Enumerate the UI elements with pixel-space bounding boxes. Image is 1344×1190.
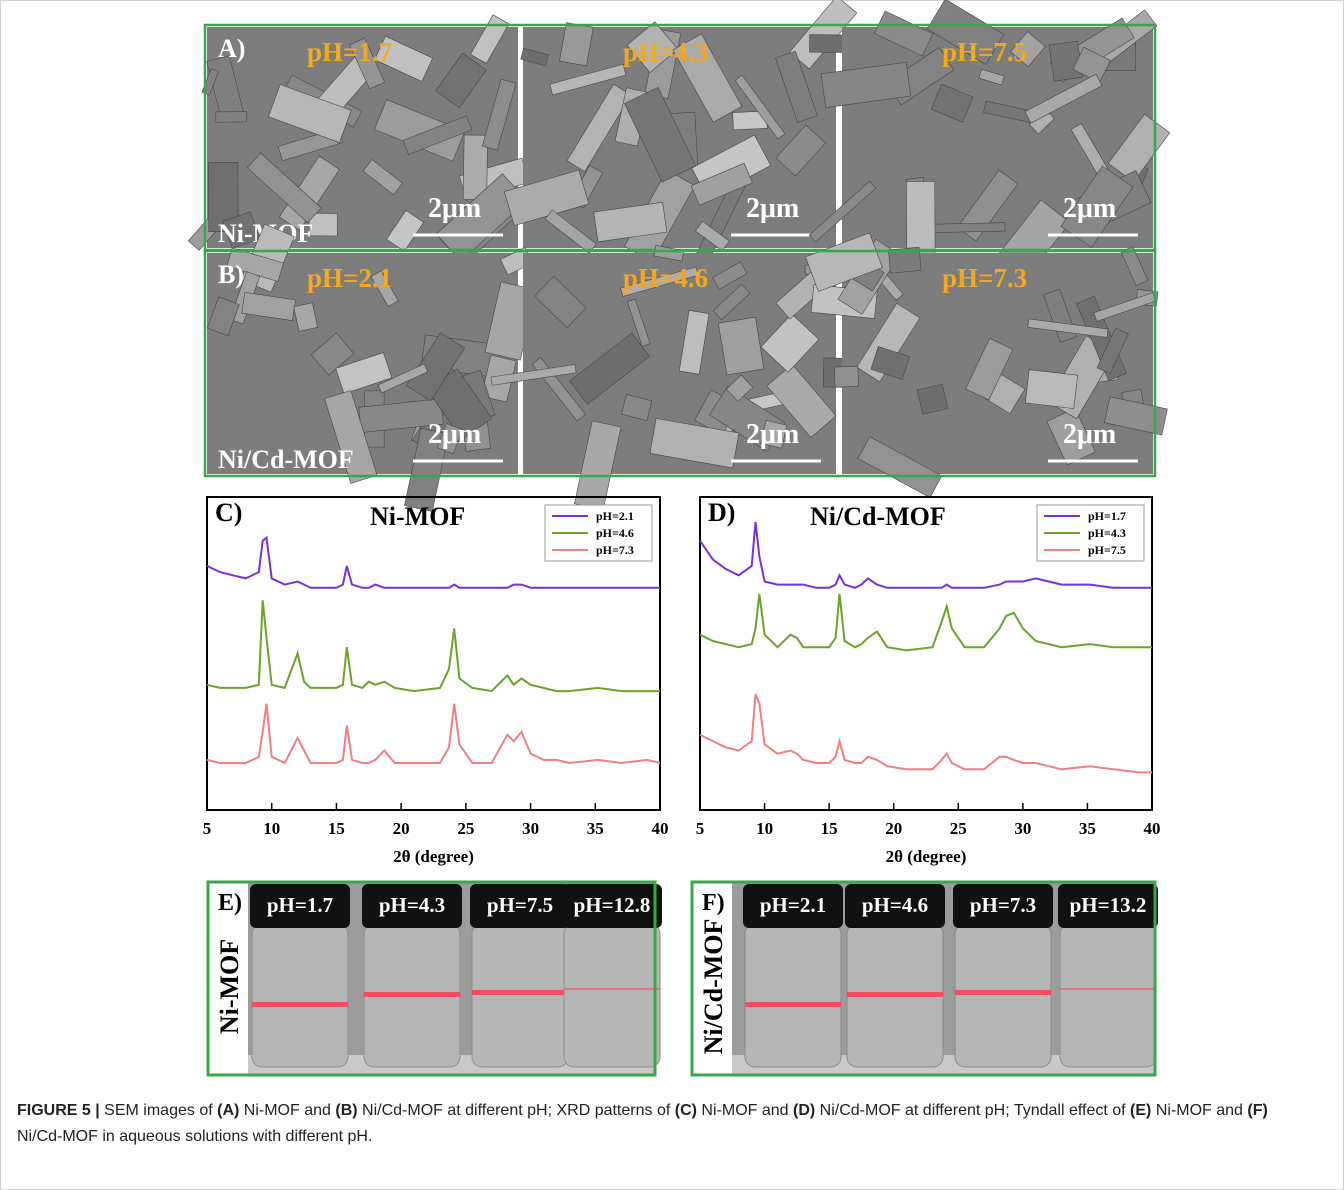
figure: pH=1.7 2μm pH=4.3 2μm pH=7.5 2μm A) Ni-MOF pH=2.…: [0, 0, 1344, 1090]
ph-label: pH=1.7: [307, 37, 392, 67]
laser-beam: [1060, 988, 1156, 990]
legend-label: pH=2.1: [596, 509, 634, 523]
x-tick-label: 35: [587, 819, 604, 838]
crystal: [216, 112, 247, 123]
x-tick-label: 5: [696, 819, 705, 838]
legend-label: pH=7.5: [1088, 543, 1126, 557]
caption-text: Ni/Cd-MOF at different pH; Tyndall effec…: [820, 1102, 1126, 1119]
laser-beam: [252, 1002, 348, 1007]
laser-beam: [955, 990, 1051, 995]
caption-ref: (E): [1130, 1102, 1151, 1119]
scale-label: 2μm: [428, 193, 481, 224]
chart-title: Ni-MOF: [370, 502, 465, 531]
caption-text: Ni-MOF and: [244, 1102, 331, 1119]
x-tick-label: 10: [263, 819, 280, 838]
sample-label: Ni/Cd-MOF: [699, 919, 728, 1055]
laser-beam: [745, 1002, 841, 1007]
vial: [252, 924, 348, 1067]
x-axis-label: 2θ (degree): [393, 847, 474, 866]
ph-label: pH=1.7: [267, 893, 333, 917]
legend-label: pH=1.7: [1088, 509, 1126, 523]
caption-text: Ni-MOF and: [701, 1102, 788, 1119]
ph-label: pH=12.8: [574, 893, 651, 917]
x-tick-label: 15: [821, 819, 838, 838]
vial: [745, 924, 841, 1067]
x-tick-label: 40: [1144, 819, 1161, 838]
panel-label: E): [218, 890, 242, 916]
x-tick-label: 25: [457, 819, 474, 838]
crystal: [834, 366, 858, 387]
vial: [564, 924, 660, 1067]
laser-beam: [847, 992, 943, 997]
xrd-line: [700, 694, 1152, 772]
ph-label: pH=4.6: [623, 263, 708, 293]
crystal: [917, 384, 948, 414]
scale-label: 2μm: [1063, 193, 1116, 224]
caption-ref: (D): [793, 1102, 815, 1119]
ph-label: pH=7.3: [942, 263, 1027, 293]
crystal: [929, 223, 1005, 233]
scale-label: 2μm: [746, 193, 799, 224]
ph-label: pH=13.2: [1070, 893, 1147, 917]
x-tick-label: 10: [756, 819, 773, 838]
caption-text: Ni/Cd-MOF in aqueous solutions with diff…: [17, 1128, 372, 1145]
scale-label: 2μm: [1063, 419, 1116, 450]
laser-beam: [472, 990, 568, 995]
legend-label: pH=4.3: [1088, 526, 1126, 540]
x-tick-label: 20: [885, 819, 902, 838]
x-tick-label: 30: [1014, 819, 1031, 838]
crystal: [718, 317, 764, 375]
ph-label: pH=2.1: [307, 263, 392, 293]
caption-ref: (A): [217, 1102, 239, 1119]
caption-text: SEM images of: [104, 1102, 212, 1119]
x-tick-label: 15: [328, 819, 345, 838]
panel-label: F): [702, 890, 725, 916]
caption-ref: (C): [675, 1102, 697, 1119]
vial: [1060, 924, 1156, 1067]
legend-label: pH=7.3: [596, 543, 634, 557]
scale-label: 2μm: [428, 419, 481, 450]
panel-label: D): [708, 498, 735, 527]
x-tick-label: 30: [522, 819, 539, 838]
x-tick-label: 5: [203, 819, 212, 838]
chart-title: Ni/Cd-MOF: [810, 502, 946, 531]
x-tick-label: 20: [393, 819, 410, 838]
x-tick-label: 25: [950, 819, 967, 838]
ph-label: pH=7.5: [487, 893, 553, 917]
x-axis-label: 2θ (degree): [886, 847, 967, 866]
ph-label: pH=4.3: [623, 37, 708, 67]
ph-label: pH=2.1: [760, 893, 826, 917]
caption-text: Ni-MOF and: [1156, 1102, 1243, 1119]
page: pH=1.7 2μm pH=4.3 2μm pH=7.5 2μm A) Ni-MOF pH=2.…: [0, 0, 1344, 1190]
sample-label: Ni/Cd-MOF: [218, 445, 354, 474]
laser-beam: [564, 988, 660, 990]
xrd-line: [700, 594, 1152, 650]
ph-label: pH=7.5: [942, 37, 1027, 67]
laser-beam: [364, 992, 460, 997]
vial: [955, 924, 1051, 1067]
sample-label: Ni-MOF: [215, 939, 244, 1034]
caption-ref: (B): [335, 1102, 357, 1119]
panel-label: A): [218, 34, 245, 63]
caption-ref: (F): [1247, 1102, 1267, 1119]
caption-text: Ni/Cd-MOF at different pH; XRD patterns …: [362, 1102, 670, 1119]
ph-label: pH=4.6: [862, 893, 928, 917]
caption: FIGURE 5 | SEM images of (A) Ni-MOF and …: [17, 1098, 1317, 1150]
ph-label: pH=4.3: [379, 893, 445, 917]
vial: [472, 924, 568, 1067]
crystal: [1025, 370, 1077, 409]
xrd-line: [207, 600, 660, 691]
x-tick-label: 40: [652, 819, 669, 838]
legend-label: pH=4.6: [596, 526, 634, 540]
ph-label: pH=7.3: [970, 893, 1036, 917]
panel-label: B): [218, 260, 244, 289]
caption-label: FIGURE 5 |: [17, 1102, 100, 1119]
x-tick-label: 35: [1079, 819, 1096, 838]
scale-label: 2μm: [746, 419, 799, 450]
xrd-line: [207, 704, 660, 763]
panel-label: C): [215, 498, 242, 527]
